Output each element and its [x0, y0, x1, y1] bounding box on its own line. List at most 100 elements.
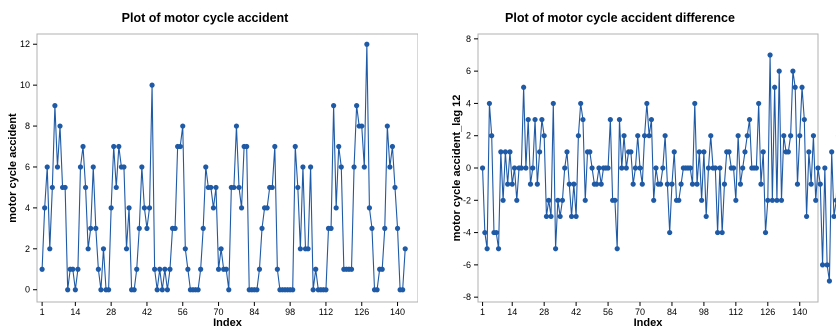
data-point	[159, 287, 165, 293]
x-tick-label: 14	[507, 307, 517, 317]
data-point	[236, 184, 242, 191]
x-tick-label: 70	[214, 307, 224, 317]
data-point	[648, 116, 655, 123]
data-point	[803, 213, 810, 220]
data-point	[616, 116, 623, 123]
data-point	[274, 266, 280, 272]
plot-area-frame	[477, 33, 819, 303]
y-tick-label: 2	[466, 131, 471, 141]
data-point	[77, 164, 84, 170]
y-tick-label: 0	[25, 285, 30, 295]
data-point	[788, 133, 794, 139]
data-point	[131, 287, 137, 293]
data-point	[226, 287, 232, 293]
x-tick-label: 126	[760, 307, 775, 317]
data-point	[514, 197, 520, 203]
data-point	[295, 184, 301, 191]
series-line	[482, 54, 836, 282]
data-point	[614, 246, 620, 252]
data-point	[733, 197, 739, 203]
data-point	[826, 278, 833, 284]
data-point	[753, 165, 759, 171]
data-point	[244, 143, 250, 150]
y-tick-label: 8	[25, 121, 30, 131]
x-tick-label: 28	[539, 307, 549, 317]
data-point	[813, 197, 819, 203]
data-point	[200, 225, 206, 231]
data-point	[518, 165, 524, 171]
data-point	[765, 197, 771, 203]
data-point	[49, 184, 55, 191]
data-point	[596, 165, 602, 171]
data-point	[323, 287, 329, 293]
data-point	[575, 133, 582, 139]
y-tick-label: 6	[466, 66, 471, 76]
data-point	[644, 100, 650, 107]
data-point	[589, 165, 595, 171]
x-tick-label: 1	[40, 307, 45, 317]
x-axis-label: Index	[634, 317, 664, 329]
data-point	[500, 197, 506, 203]
data-point	[797, 133, 803, 139]
data-point	[717, 165, 723, 171]
data-point	[758, 181, 764, 187]
data-point	[543, 213, 550, 220]
data-point	[489, 133, 495, 139]
data-point	[571, 181, 577, 187]
data-point	[152, 266, 158, 272]
data-point	[594, 181, 600, 187]
data-point	[740, 165, 746, 171]
x-tick-label: 126	[354, 307, 369, 317]
data-point	[52, 103, 58, 109]
data-point	[361, 164, 367, 170]
plot-area-frame	[36, 33, 418, 303]
data-point	[689, 181, 696, 187]
data-point	[75, 266, 81, 272]
data-point	[198, 266, 204, 272]
data-point	[662, 133, 668, 139]
x-tick-label: 42	[571, 307, 581, 317]
data-point	[57, 123, 63, 129]
data-point	[705, 165, 712, 171]
chart-title: Plot of motor cycle accident difference	[505, 11, 735, 25]
chart-motor-cycle-accident: Plot of motor cycle accident Index motor c…	[7, 11, 418, 329]
data-point	[238, 205, 245, 211]
data-point	[831, 213, 836, 220]
data-point	[630, 181, 636, 187]
data-point	[348, 266, 355, 272]
data-point	[568, 213, 575, 220]
data-point	[699, 197, 705, 203]
data-point	[123, 246, 130, 252]
data-point	[737, 181, 744, 187]
x-tick-label: 42	[142, 307, 152, 317]
data-point	[484, 246, 490, 252]
data-point	[619, 165, 625, 171]
data-point	[635, 133, 641, 139]
data-point	[819, 262, 826, 268]
data-point	[573, 213, 579, 220]
data-point	[208, 184, 214, 191]
data-point	[351, 164, 357, 170]
data-point	[714, 229, 721, 236]
data-point	[47, 246, 53, 252]
data-point	[744, 133, 750, 139]
data-point	[313, 266, 319, 272]
x-tick-label: 56	[178, 307, 188, 317]
data-point	[338, 164, 344, 170]
data-point	[532, 116, 538, 123]
data-point	[162, 266, 168, 272]
data-point	[822, 165, 828, 171]
data-point	[482, 229, 488, 236]
data-point	[552, 246, 559, 252]
y-axis-label: motor cycle accident_lag 12	[451, 95, 463, 242]
data-point	[379, 266, 385, 272]
data-point	[203, 164, 209, 170]
data-point	[54, 164, 61, 170]
data-point	[65, 287, 71, 293]
y-tick-label: 8	[466, 34, 471, 44]
data-point	[108, 205, 114, 211]
data-point	[794, 181, 801, 187]
data-point	[639, 181, 645, 187]
x-tick-label: 28	[106, 307, 116, 317]
data-point	[509, 181, 515, 187]
